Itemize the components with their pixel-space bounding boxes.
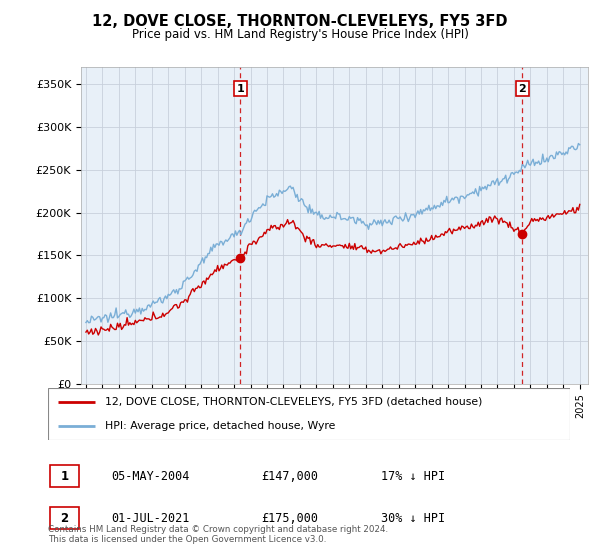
Text: Price paid vs. HM Land Registry's House Price Index (HPI): Price paid vs. HM Land Registry's House … bbox=[131, 28, 469, 41]
FancyBboxPatch shape bbox=[48, 388, 570, 440]
Text: 12, DOVE CLOSE, THORNTON-CLEVELEYS, FY5 3FD: 12, DOVE CLOSE, THORNTON-CLEVELEYS, FY5 … bbox=[92, 14, 508, 29]
Text: 12, DOVE CLOSE, THORNTON-CLEVELEYS, FY5 3FD (detached house): 12, DOVE CLOSE, THORNTON-CLEVELEYS, FY5 … bbox=[106, 397, 483, 407]
Text: 17% ↓ HPI: 17% ↓ HPI bbox=[381, 469, 445, 483]
Text: 2: 2 bbox=[518, 83, 526, 94]
Text: 05-MAY-2004: 05-MAY-2004 bbox=[111, 469, 190, 483]
Text: 01-JUL-2021: 01-JUL-2021 bbox=[111, 511, 190, 525]
Text: 30% ↓ HPI: 30% ↓ HPI bbox=[381, 511, 445, 525]
Text: 1: 1 bbox=[61, 469, 68, 483]
Text: HPI: Average price, detached house, Wyre: HPI: Average price, detached house, Wyre bbox=[106, 421, 336, 431]
Text: 1: 1 bbox=[236, 83, 244, 94]
Text: £147,000: £147,000 bbox=[261, 469, 318, 483]
Text: 2: 2 bbox=[61, 511, 68, 525]
Text: Contains HM Land Registry data © Crown copyright and database right 2024.
This d: Contains HM Land Registry data © Crown c… bbox=[48, 525, 388, 544]
FancyBboxPatch shape bbox=[50, 507, 79, 529]
FancyBboxPatch shape bbox=[50, 465, 79, 487]
Text: £175,000: £175,000 bbox=[261, 511, 318, 525]
